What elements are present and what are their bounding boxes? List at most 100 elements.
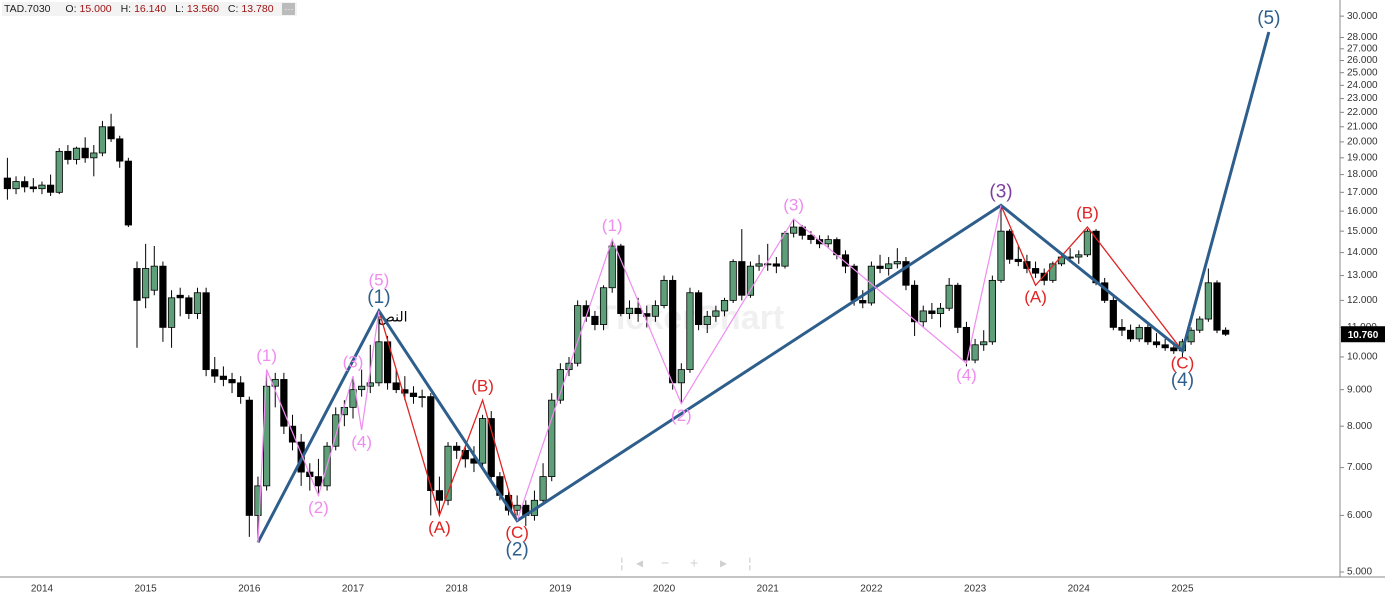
- candle-body: [150, 265, 158, 291]
- ohlc-header: TAD.7030 O: 15.000 H: 16.140 L: 13.560 C: 13…: [2, 2, 298, 16]
- candle-body: [954, 284, 962, 328]
- candle-body: [781, 232, 789, 267]
- candle-body: [435, 490, 444, 501]
- candle-body: [1127, 329, 1135, 340]
- header-label: C:: [227, 3, 239, 15]
- candle-body: [651, 305, 660, 317]
- candle-body: [453, 445, 461, 451]
- x-tick-label: 2023: [964, 584, 987, 595]
- x-tick-label: 2014: [31, 584, 54, 595]
- y-tick-label: 24.000: [1347, 80, 1378, 91]
- y-tick-label: 16.000: [1347, 206, 1378, 217]
- candle-body: [358, 385, 366, 391]
- candle-body: [677, 369, 685, 384]
- nav-left[interactable]: ◂: [636, 555, 643, 571]
- price-marker: [1341, 326, 1385, 343]
- candle-body: [142, 268, 150, 299]
- candle-body: [885, 263, 893, 269]
- candle-body: [772, 263, 780, 267]
- candle-body: [254, 485, 262, 516]
- candle-body: [1006, 230, 1014, 260]
- wave-label: (B): [471, 377, 494, 396]
- nav-zoom-out[interactable]: −: [661, 555, 669, 571]
- y-tick-label: 19.000: [1347, 152, 1378, 163]
- candle-body: [29, 186, 37, 190]
- candle-body: [211, 369, 219, 377]
- candle-body: [81, 147, 89, 159]
- candle-body: [219, 375, 227, 380]
- candle-body: [660, 279, 668, 307]
- candle-body: [859, 299, 867, 304]
- candle-body: [686, 292, 694, 371]
- navigation: ¦ ◂ − + ▸ ¦: [620, 555, 752, 571]
- candle-body: [245, 399, 253, 516]
- y-tick-label: 8.000: [1347, 421, 1372, 432]
- candle-body: [988, 279, 996, 343]
- candle-body: [124, 160, 132, 226]
- candle-body: [21, 181, 29, 188]
- candle-body: [237, 382, 245, 398]
- candle-body: [98, 126, 107, 154]
- wave-label: (C): [505, 523, 529, 542]
- candle-body: [1144, 326, 1152, 343]
- candle-body: [919, 310, 927, 323]
- y-tick-label: 6.000: [1347, 510, 1372, 521]
- candle-body: [807, 234, 815, 240]
- wave-label: (3): [989, 181, 1012, 202]
- candle-body: [1118, 326, 1126, 331]
- candle-body: [228, 379, 236, 384]
- x-tick-label: 2019: [549, 584, 572, 595]
- candle-body: [997, 230, 1005, 281]
- candle-body: [314, 476, 323, 487]
- candle-body: [1152, 341, 1161, 346]
- candle-body: [634, 307, 642, 314]
- candle-body: [47, 184, 55, 193]
- y-tick-label: 13.000: [1347, 270, 1378, 281]
- candle-body: [409, 392, 418, 398]
- candle-body: [911, 284, 919, 323]
- x-tick-label: 2016: [238, 584, 261, 595]
- candle-body: [1204, 282, 1212, 320]
- wave-label: (C): [1171, 353, 1195, 372]
- wave-line: [1000, 205, 1183, 352]
- wave-label: (1): [367, 287, 390, 308]
- candle-body: [669, 279, 677, 384]
- nav-right[interactable]: ▸: [720, 555, 727, 571]
- candle-body: [738, 261, 746, 296]
- candle-body: [928, 310, 936, 314]
- candle-body: [703, 315, 711, 325]
- y-tick-label: 27.000: [1347, 43, 1378, 54]
- candle-body: [1031, 268, 1040, 274]
- header-value: 13.560: [186, 3, 219, 15]
- y-tick-label: 9.000: [1347, 384, 1372, 395]
- y-tick-label: 10.000: [1347, 352, 1378, 363]
- y-tick-label: 25.000: [1347, 67, 1378, 78]
- candle-body: [599, 287, 608, 325]
- x-tick-label: 2022: [860, 584, 883, 595]
- header-value: 15.000: [79, 3, 112, 15]
- candle-body: [487, 418, 495, 478]
- y-tick-label: 18.000: [1347, 169, 1378, 180]
- candle-body: [38, 184, 46, 190]
- wave-label: (4): [351, 433, 372, 452]
- wave-label: (4): [956, 366, 977, 385]
- y-tick-label: 26.000: [1347, 55, 1378, 66]
- candle-body: [288, 425, 297, 443]
- wave-label: (3): [343, 353, 364, 372]
- wave-label: (3): [783, 195, 804, 214]
- candle-body: [591, 315, 599, 325]
- candle-body: [1014, 258, 1022, 262]
- candle-body: [539, 476, 547, 501]
- candle-body: [1083, 230, 1091, 256]
- candle-body: [608, 245, 616, 289]
- candle-body: [971, 344, 979, 361]
- candle-body: [392, 382, 400, 391]
- candle-body: [824, 239, 832, 245]
- y-tick-label: 30.000: [1347, 11, 1378, 22]
- candle-body: [936, 307, 945, 314]
- candle-body: [1213, 282, 1221, 331]
- nav-zoom-in[interactable]: +: [690, 555, 698, 571]
- wave-label: (A): [428, 518, 451, 537]
- more-button[interactable]: ···: [282, 3, 296, 15]
